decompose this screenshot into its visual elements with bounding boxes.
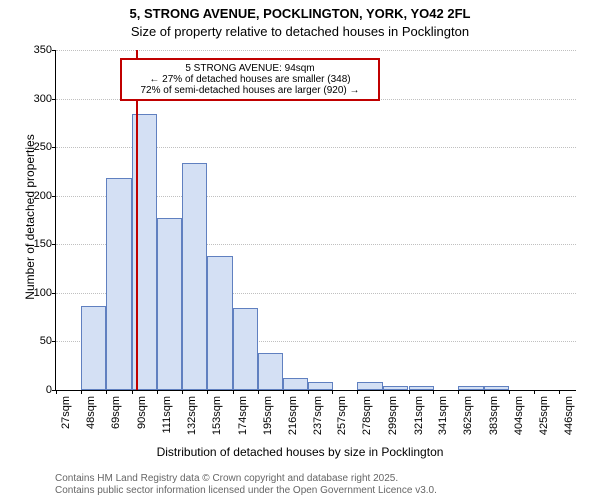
annotation-line2: ← 27% of detached houses are smaller (34… [132, 74, 368, 85]
x-tick-label: 321sqm [413, 396, 425, 435]
y-tick-mark [52, 99, 56, 100]
y-tick-label: 50 [40, 335, 52, 347]
x-tick-mark [106, 390, 107, 394]
y-tick-mark [52, 196, 56, 197]
x-tick-mark [458, 390, 459, 394]
histogram-bar [81, 306, 106, 390]
y-tick-mark [52, 147, 56, 148]
histogram-bar [458, 386, 483, 390]
footer-line1: Contains HM Land Registry data © Crown c… [55, 473, 398, 484]
x-tick-label: 383sqm [488, 396, 500, 435]
x-tick-mark [283, 390, 284, 394]
x-tick-mark [182, 390, 183, 394]
histogram-bar [484, 386, 509, 390]
x-tick-label: 27sqm [60, 396, 72, 429]
histogram-bar [207, 256, 232, 390]
x-tick-label: 362sqm [462, 396, 474, 435]
x-axis-label: Distribution of detached houses by size … [0, 445, 600, 459]
reference-line [136, 50, 138, 390]
y-axis-label: Number of detached properties [23, 117, 37, 317]
footer-line2: Contains public sector information licen… [55, 485, 437, 496]
x-tick-mark [132, 390, 133, 394]
x-tick-label: 174sqm [237, 396, 249, 435]
x-tick-mark [484, 390, 485, 394]
x-tick-mark [383, 390, 384, 394]
plot-area: 05010015020025030035027sqm48sqm69sqm90sq… [55, 50, 576, 391]
x-tick-mark [81, 390, 82, 394]
x-tick-label: 257sqm [336, 396, 348, 435]
x-tick-label: 90sqm [136, 396, 148, 429]
x-tick-mark [258, 390, 259, 394]
histogram-bar [258, 353, 283, 390]
y-tick-label: 350 [34, 44, 52, 56]
x-tick-label: 425sqm [538, 396, 550, 435]
x-tick-label: 195sqm [262, 396, 274, 435]
chart-container: 5, STRONG AVENUE, POCKLINGTON, YORK, YO4… [0, 0, 600, 500]
chart-title-line2: Size of property relative to detached ho… [0, 24, 600, 39]
histogram-bar [308, 382, 333, 390]
annotation-line3: 72% of semi-detached houses are larger (… [132, 85, 368, 96]
histogram-bar [182, 163, 207, 390]
x-tick-mark [233, 390, 234, 394]
x-tick-label: 278sqm [361, 396, 373, 435]
histogram-bar [383, 386, 408, 390]
x-tick-mark [357, 390, 358, 394]
x-tick-mark [559, 390, 560, 394]
x-tick-label: 111sqm [161, 396, 173, 434]
histogram-bar [106, 178, 131, 390]
x-tick-mark [157, 390, 158, 394]
histogram-bar [283, 378, 308, 390]
histogram-bar [157, 218, 182, 390]
x-tick-label: 237sqm [312, 396, 324, 435]
x-tick-mark [332, 390, 333, 394]
y-tick-mark [52, 293, 56, 294]
x-tick-label: 69sqm [110, 396, 122, 429]
x-tick-mark [509, 390, 510, 394]
grid-line [56, 50, 576, 52]
histogram-bar [357, 382, 382, 390]
annotation-box: 5 STRONG AVENUE: 94sqm← 27% of detached … [120, 58, 380, 101]
y-tick-mark [52, 341, 56, 342]
x-tick-label: 48sqm [85, 396, 97, 429]
x-tick-mark [534, 390, 535, 394]
x-tick-label: 341sqm [437, 396, 449, 435]
y-tick-mark [52, 50, 56, 51]
x-tick-mark [207, 390, 208, 394]
y-tick-label: 0 [46, 384, 52, 396]
x-tick-mark [56, 390, 57, 394]
x-tick-mark [433, 390, 434, 394]
histogram-bar [409, 386, 434, 390]
x-tick-label: 404sqm [513, 396, 525, 435]
chart-title-line1: 5, STRONG AVENUE, POCKLINGTON, YORK, YO4… [0, 6, 600, 21]
histogram-bar [233, 308, 258, 390]
x-tick-label: 132sqm [186, 396, 198, 435]
x-tick-label: 153sqm [211, 396, 223, 435]
y-tick-label: 300 [34, 93, 52, 105]
y-tick-mark [52, 244, 56, 245]
histogram-bar [132, 114, 157, 390]
x-tick-mark [308, 390, 309, 394]
x-tick-label: 299sqm [387, 396, 399, 435]
annotation-line1: 5 STRONG AVENUE: 94sqm [132, 63, 368, 74]
x-tick-mark [409, 390, 410, 394]
x-tick-label: 216sqm [287, 396, 299, 435]
x-tick-label: 446sqm [563, 396, 575, 435]
